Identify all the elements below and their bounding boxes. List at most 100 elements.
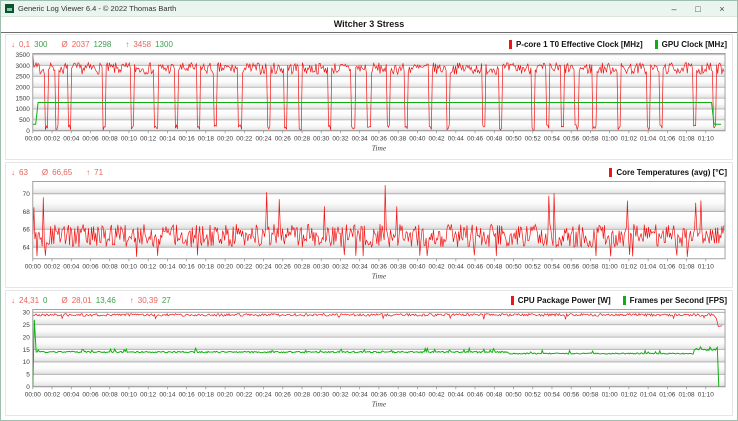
x-tick-label: 00:30 xyxy=(313,264,330,271)
stat-symbol: ↓ xyxy=(11,39,15,49)
y-tick-label: 500 xyxy=(19,117,30,124)
x-tick-label: 00:14 xyxy=(159,392,176,399)
x-tick-label: 00:06 xyxy=(82,136,99,143)
x-tick-label: 00:46 xyxy=(467,136,484,143)
chart-power-fps[interactable]: 0 5 10 15 20 25 30 00:00 00:02 00:04 00:06 00:08 00:… xyxy=(9,308,729,412)
legend-temperature: Core Temperatures (avg) [°C] xyxy=(609,167,727,177)
x-tick-label: 00:50 xyxy=(505,392,522,399)
y-tick-label: 30 xyxy=(23,310,31,317)
legend-clocks: P-core 1 T0 Effective Clock [MHz] GPU Clo… xyxy=(508,39,727,49)
x-tick-label: 00:48 xyxy=(486,136,503,143)
stat-group: Ø 28,01 13,46 xyxy=(61,296,115,305)
legend-swatch-icon xyxy=(622,295,626,305)
x-tick-label: 00:54 xyxy=(544,264,561,271)
x-tick-label: 00:22 xyxy=(236,264,253,271)
stat-value-red: 2037 xyxy=(71,39,90,49)
x-tick-label: 00:10 xyxy=(121,136,138,143)
x-tick-label: 00:36 xyxy=(371,264,388,271)
stat-value-green: 13,46 xyxy=(95,295,116,305)
x-tick-label: 00:14 xyxy=(159,136,176,143)
stats-temperature: ↓ 63 Ø 66,65 ↑ 71 xyxy=(11,168,103,177)
series-line xyxy=(32,184,725,257)
series-line xyxy=(32,312,723,327)
legend-label: GPU Clock [MHz] xyxy=(661,39,727,49)
x-tick-label: 00:40 xyxy=(409,136,426,143)
y-tick-label: 10 xyxy=(23,359,31,366)
stat-symbol: Ø xyxy=(61,39,68,49)
chart-clocks[interactable]: 0 500 1000 1500 2000 2500 3000 3500 00:00 00:02 00… xyxy=(9,52,729,156)
x-tick-label: 00:12 xyxy=(140,136,157,143)
x-tick-label: 00:58 xyxy=(582,264,599,271)
x-tick-label: 00:06 xyxy=(82,264,99,271)
x-tick-label: 00:26 xyxy=(275,136,292,143)
stat-value-red: 63 xyxy=(19,167,28,177)
x-tick-label: 00:12 xyxy=(140,264,157,271)
x-tick-label: 00:44 xyxy=(448,136,465,143)
x-tick-label: 00:38 xyxy=(390,136,407,143)
maximize-button[interactable]: □ xyxy=(695,3,701,14)
x-tick-label: 00:38 xyxy=(390,264,407,271)
legend-power-fps: CPU Package Power [W] Frames per Second [… xyxy=(510,295,727,305)
stat-value-red: 28,01 xyxy=(71,295,92,305)
x-tick-label: 00:16 xyxy=(179,136,196,143)
x-tick-label: 01:08 xyxy=(679,136,696,143)
x-tick-label: 00:32 xyxy=(332,264,349,271)
x-tick-label: 00:52 xyxy=(525,136,542,143)
x-tick-label: 00:58 xyxy=(582,136,599,143)
x-tick-label: 00:42 xyxy=(429,136,446,143)
x-tick-label: 01:10 xyxy=(698,264,715,271)
legend-item: P-core 1 T0 Effective Clock [MHz] xyxy=(508,39,643,49)
close-button[interactable]: × xyxy=(719,3,725,14)
y-tick-label: 0 xyxy=(26,384,30,391)
y-tick-label: 66 xyxy=(23,227,31,234)
app-icon xyxy=(5,4,14,13)
chart-temperature[interactable]: 64 66 68 70 00:00 00:02 00:04 00:06 00:08 00:10 00… xyxy=(9,180,729,284)
x-tick-label: 00:10 xyxy=(121,392,138,399)
y-tick-label: 15 xyxy=(23,347,31,354)
stat-group: ↑ 3458 1300 xyxy=(125,40,173,49)
x-tick-label: 00:00 xyxy=(25,264,42,271)
x-tick-label: 01:10 xyxy=(698,136,715,143)
y-tick-label: 2500 xyxy=(15,74,30,81)
y-tick-label: 20 xyxy=(23,334,31,341)
stat-group: ↑ 30,39 27 xyxy=(130,296,171,305)
stats-power-fps: ↓ 24,31 0 Ø 28,01 13,46 ↑ 30,39 27 xyxy=(11,296,171,305)
stat-value-red: 3458 xyxy=(133,39,152,49)
legend-item: CPU Package Power [W] xyxy=(510,295,611,305)
y-tick-label: 3000 xyxy=(15,63,30,70)
stat-value-red: 30,39 xyxy=(137,295,158,305)
y-tick-label: 3500 xyxy=(15,52,30,59)
panel-power-fps: ↓ 24,31 0 Ø 28,01 13,46 ↑ 30,39 27 CPU Package P… xyxy=(5,290,733,416)
x-tick-label: 00:46 xyxy=(467,264,484,271)
panel-clocks: ↓ 0,1 300 Ø 2037 1298 ↑ 3458 1300 P-core 1 T0 Ef… xyxy=(5,34,733,160)
x-tick-label: 00:20 xyxy=(217,392,234,399)
x-tick-label: 00:56 xyxy=(563,264,580,271)
x-tick-label: 00:48 xyxy=(486,392,503,399)
series-line xyxy=(32,319,720,387)
y-tick-label: 68 xyxy=(23,209,31,216)
x-tick-label: 00:04 xyxy=(63,392,80,399)
x-tick-label: 00:04 xyxy=(63,264,80,271)
legend-item: Frames per Second [FPS] xyxy=(622,295,727,305)
x-tick-label: 00:28 xyxy=(294,136,311,143)
x-tick-label: 00:48 xyxy=(486,264,503,271)
x-tick-label: 00:18 xyxy=(198,136,215,143)
x-tick-label: 00:24 xyxy=(255,392,272,399)
minimize-button[interactable]: – xyxy=(671,3,677,14)
stat-group: Ø 66,65 xyxy=(42,168,72,177)
legend-swatch-icon xyxy=(654,39,658,49)
x-tick-label: 00:22 xyxy=(236,136,253,143)
x-tick-label: 00:28 xyxy=(294,264,311,271)
x-axis-title: Time xyxy=(372,272,387,281)
x-tick-label: 00:00 xyxy=(25,136,42,143)
stat-group: Ø 2037 1298 xyxy=(61,40,111,49)
legend-label: Core Temperatures (avg) [°C] xyxy=(616,167,727,177)
x-tick-label: 01:02 xyxy=(621,264,638,271)
y-tick-label: 64 xyxy=(23,244,31,251)
x-tick-label: 00:34 xyxy=(352,264,369,271)
stat-value-red: 0,1 xyxy=(19,39,31,49)
stat-value-green: 1300 xyxy=(155,39,173,49)
